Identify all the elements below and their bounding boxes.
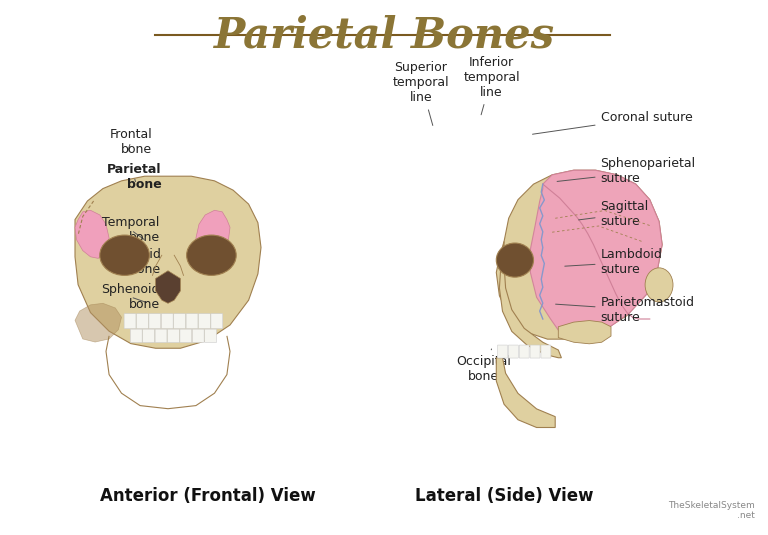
Text: Superior
temporal
line: Superior temporal line [392, 62, 449, 125]
Text: Ethmoid
bone: Ethmoid bone [109, 248, 161, 276]
FancyBboxPatch shape [205, 329, 217, 342]
Text: Lambdoid
suture: Lambdoid suture [564, 248, 663, 276]
Polygon shape [531, 170, 662, 336]
FancyBboxPatch shape [508, 345, 518, 358]
FancyBboxPatch shape [124, 314, 136, 328]
FancyBboxPatch shape [541, 345, 551, 358]
FancyBboxPatch shape [149, 314, 161, 328]
Text: Sagittal
suture: Sagittal suture [578, 200, 649, 228]
FancyBboxPatch shape [498, 345, 508, 358]
FancyBboxPatch shape [186, 314, 198, 328]
Ellipse shape [496, 243, 534, 277]
FancyBboxPatch shape [155, 329, 167, 342]
Polygon shape [75, 303, 121, 342]
FancyBboxPatch shape [174, 314, 186, 328]
FancyBboxPatch shape [519, 345, 529, 358]
Text: Inferior
temporal
line: Inferior temporal line [463, 56, 520, 115]
Polygon shape [75, 176, 261, 348]
Ellipse shape [100, 235, 150, 276]
Polygon shape [156, 271, 180, 303]
Polygon shape [196, 210, 230, 258]
FancyBboxPatch shape [137, 314, 148, 328]
FancyBboxPatch shape [180, 329, 192, 342]
Ellipse shape [645, 268, 673, 302]
Text: Frontal
bone: Frontal bone [109, 128, 152, 156]
Ellipse shape [187, 235, 237, 276]
FancyBboxPatch shape [167, 329, 180, 342]
Text: Parietal
bone: Parietal bone [107, 163, 161, 190]
FancyBboxPatch shape [143, 329, 154, 342]
Text: Parietal Bones: Parietal Bones [214, 15, 554, 57]
Polygon shape [499, 241, 561, 358]
FancyBboxPatch shape [131, 329, 142, 342]
Text: Coronal suture: Coronal suture [532, 111, 692, 134]
Polygon shape [558, 320, 611, 344]
Text: Temporal
bone: Temporal bone [102, 216, 160, 244]
FancyBboxPatch shape [211, 314, 223, 328]
Text: Anterior (Frontal) View: Anterior (Frontal) View [100, 487, 316, 505]
Polygon shape [75, 210, 109, 258]
FancyBboxPatch shape [198, 314, 210, 328]
Text: Sphenoid
bone: Sphenoid bone [101, 283, 160, 311]
Text: Sphenoparietal
suture: Sphenoparietal suture [557, 157, 696, 185]
Text: TheSkeletalSystem
.net: TheSkeletalSystem .net [668, 501, 755, 520]
FancyBboxPatch shape [530, 345, 540, 358]
FancyBboxPatch shape [192, 329, 204, 342]
Polygon shape [496, 358, 555, 427]
Text: Occipital
bone: Occipital bone [456, 349, 511, 383]
Text: Parietomastoid
suture: Parietomastoid suture [555, 296, 694, 324]
Text: Lateral (Side) View: Lateral (Side) View [415, 487, 594, 505]
FancyBboxPatch shape [161, 314, 173, 328]
Polygon shape [496, 170, 662, 339]
